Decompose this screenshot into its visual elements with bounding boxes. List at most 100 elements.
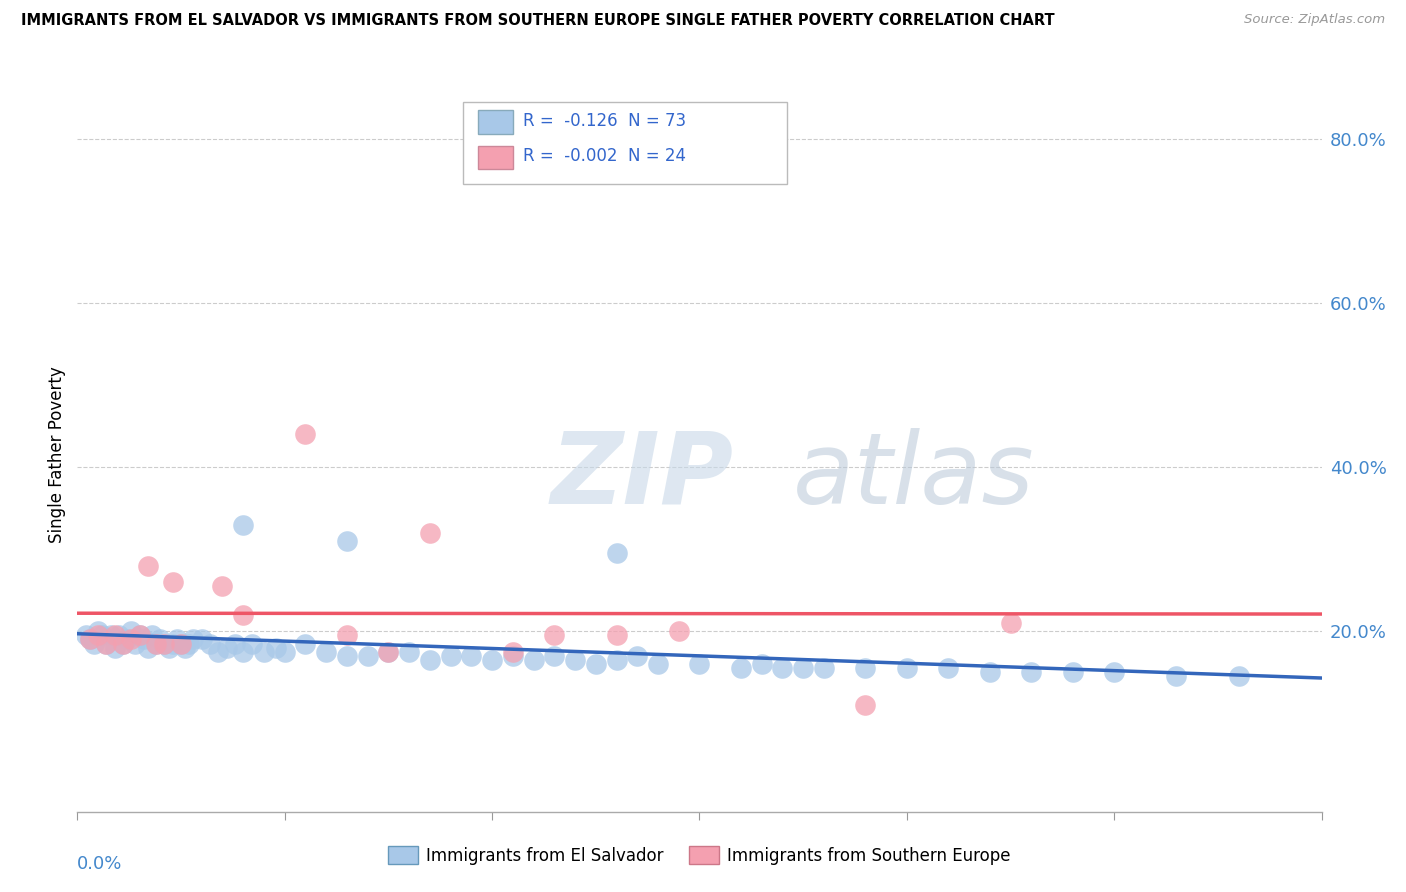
Point xyxy=(564,653,586,667)
Text: ZIP: ZIP xyxy=(550,428,733,524)
Point xyxy=(108,628,131,642)
Point xyxy=(543,628,565,642)
Point xyxy=(626,648,648,663)
Point xyxy=(96,636,118,650)
Point xyxy=(1021,665,1043,680)
Point xyxy=(689,657,711,671)
Point xyxy=(145,636,167,650)
Point xyxy=(523,653,546,667)
Point xyxy=(111,636,134,650)
Point xyxy=(120,624,142,639)
Point xyxy=(294,636,316,650)
Point xyxy=(115,632,138,647)
Text: R =  -0.002  N = 24: R = -0.002 N = 24 xyxy=(523,146,686,165)
Point xyxy=(153,636,176,650)
FancyBboxPatch shape xyxy=(478,111,513,134)
Point xyxy=(79,632,101,647)
Y-axis label: Single Father Poverty: Single Father Poverty xyxy=(48,367,66,543)
Point xyxy=(377,645,399,659)
Point xyxy=(104,628,127,642)
Point xyxy=(419,653,441,667)
Point xyxy=(730,661,752,675)
Point xyxy=(502,648,524,663)
Point xyxy=(145,636,167,650)
Point xyxy=(668,624,690,639)
Point xyxy=(266,640,288,655)
Point xyxy=(398,645,420,659)
Point xyxy=(191,632,214,647)
Point xyxy=(896,661,918,675)
Point xyxy=(124,636,146,650)
Point xyxy=(157,640,180,655)
Point xyxy=(170,636,193,650)
Point xyxy=(751,657,773,671)
Point xyxy=(120,632,142,647)
Point xyxy=(83,636,105,650)
FancyBboxPatch shape xyxy=(478,146,513,169)
Point xyxy=(855,698,877,712)
Point xyxy=(440,648,463,663)
Point xyxy=(87,628,110,642)
Point xyxy=(153,636,176,650)
Point xyxy=(132,632,155,647)
Point xyxy=(207,645,229,659)
Point xyxy=(377,645,399,659)
Point xyxy=(128,628,150,642)
Point xyxy=(149,632,172,647)
Point xyxy=(1166,669,1188,683)
Point xyxy=(166,632,188,647)
Point xyxy=(606,628,628,642)
Point xyxy=(162,575,184,590)
Point xyxy=(100,628,122,642)
Point xyxy=(979,665,1001,680)
Point xyxy=(813,661,835,675)
Legend: Immigrants from El Salvador, Immigrants from Southern Europe: Immigrants from El Salvador, Immigrants … xyxy=(381,839,1018,871)
Point xyxy=(1000,616,1022,631)
Point xyxy=(647,657,669,671)
Point xyxy=(460,648,482,663)
Point xyxy=(792,661,814,675)
Point xyxy=(772,661,794,675)
Text: R =  -0.126  N = 73: R = -0.126 N = 73 xyxy=(523,112,686,130)
Point xyxy=(104,640,127,655)
Point xyxy=(315,645,337,659)
Point xyxy=(938,661,960,675)
Point xyxy=(87,624,110,639)
Point xyxy=(136,640,159,655)
Point xyxy=(336,628,359,642)
Point xyxy=(211,579,233,593)
Point xyxy=(162,636,184,650)
Text: 0.0%: 0.0% xyxy=(77,855,122,872)
Point xyxy=(232,517,254,532)
Point xyxy=(253,645,276,659)
Point xyxy=(855,661,877,675)
Point xyxy=(606,653,628,667)
Text: atlas: atlas xyxy=(793,428,1035,524)
Point xyxy=(1227,669,1250,683)
Point xyxy=(136,558,159,573)
Point xyxy=(336,648,359,663)
Point xyxy=(232,607,254,622)
Point xyxy=(1104,665,1126,680)
Text: IMMIGRANTS FROM EL SALVADOR VS IMMIGRANTS FROM SOUTHERN EUROPE SINGLE FATHER POV: IMMIGRANTS FROM EL SALVADOR VS IMMIGRANT… xyxy=(21,13,1054,29)
Text: Source: ZipAtlas.com: Source: ZipAtlas.com xyxy=(1244,13,1385,27)
Point xyxy=(215,640,238,655)
Point xyxy=(606,546,628,560)
Point xyxy=(75,628,97,642)
Point xyxy=(174,640,197,655)
Point xyxy=(179,636,201,650)
Point xyxy=(183,632,205,647)
Point xyxy=(274,645,297,659)
Point xyxy=(79,632,101,647)
Point xyxy=(128,628,150,642)
Point xyxy=(111,636,134,650)
Point xyxy=(481,653,503,667)
Point xyxy=(91,628,114,642)
Point xyxy=(240,636,263,650)
Point xyxy=(141,628,163,642)
Point xyxy=(543,648,565,663)
Point xyxy=(1062,665,1084,680)
Point xyxy=(585,657,607,671)
Point xyxy=(502,645,524,659)
Point xyxy=(419,525,441,540)
